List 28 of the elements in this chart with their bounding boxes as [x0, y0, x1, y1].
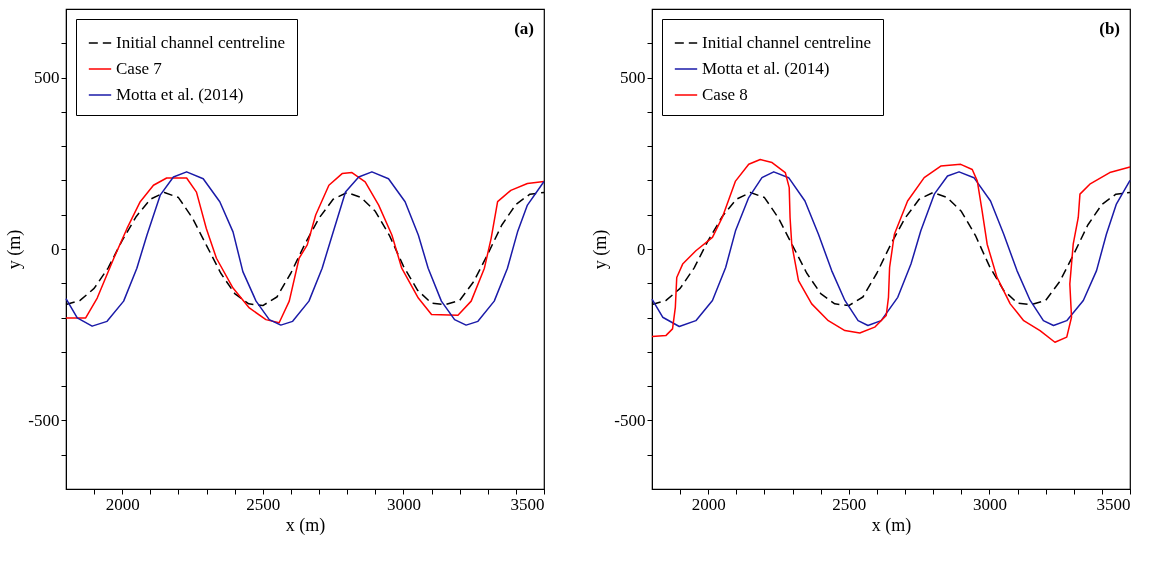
annotation: (a): [514, 19, 534, 38]
x-axis-title: x (m): [871, 514, 912, 536]
legend-label: Initial channel centreline: [116, 33, 285, 52]
legend-label: Motta et al. (2014): [702, 59, 830, 78]
y-tick-label: 500: [620, 68, 646, 88]
x-tick-label: 2000: [691, 494, 726, 514]
line-series: [651, 158, 1131, 344]
x-tick-label: 2500: [832, 494, 867, 514]
x-tick-label: 2000: [105, 494, 140, 514]
legend-label: Case 8: [702, 85, 748, 104]
y-tick-label: 0: [637, 239, 646, 259]
x-tick-label: 2500: [246, 494, 281, 514]
x-tick-label: 3500: [510, 494, 545, 514]
annotation: (b): [1099, 19, 1120, 38]
legend-label: Motta et al. (2014): [116, 85, 244, 104]
x-axis-title: x (m): [285, 514, 326, 536]
x-tick-label: 3000: [386, 494, 421, 514]
legend-label: Case 7: [116, 59, 163, 78]
y-tick-label: 500: [34, 68, 60, 88]
y-tick-label: 0: [51, 239, 60, 259]
y-tick-label: -500: [28, 410, 60, 430]
y-axis-title: y (m): [590, 229, 612, 270]
y-axis-title: y (m): [4, 229, 26, 270]
y-tick-label: -500: [614, 410, 646, 430]
x-tick-label: 3500: [1096, 494, 1131, 514]
legend-label: Initial channel centreline: [702, 33, 871, 52]
x-tick-label: 3000: [972, 494, 1007, 514]
line-series: [651, 171, 1131, 328]
